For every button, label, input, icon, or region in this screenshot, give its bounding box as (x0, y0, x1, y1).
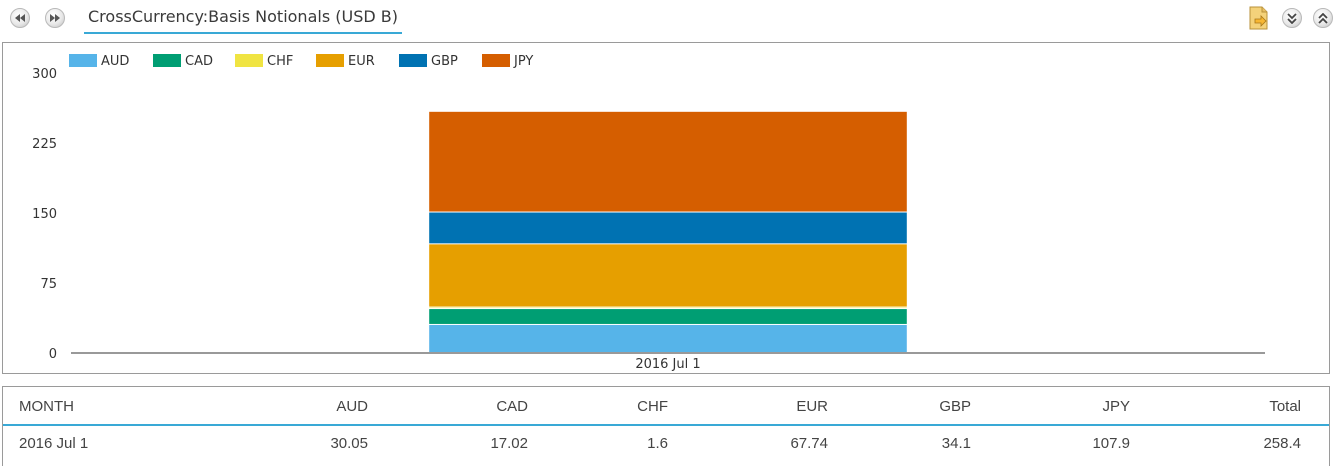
legend-swatch-aud (69, 54, 97, 67)
panel-title-tab[interactable]: CrossCurrency:Basis Notionals (USD B) (84, 6, 402, 34)
export-document-icon (1248, 5, 1270, 31)
chart-panel: AUD CAD CHF EUR GBP JPY 0 75 150 225 300 2016 Jul… (2, 42, 1330, 374)
column-separator (1143, 420, 1145, 423)
bar-segment-eur[interactable] (429, 244, 907, 306)
legend-swatch-chf (235, 54, 263, 67)
y-tick-label: 225 (32, 137, 57, 152)
expand-button[interactable] (1313, 8, 1333, 28)
table-cell-aud: 30.05 (330, 427, 368, 461)
bar-segment-aud[interactable] (429, 325, 907, 352)
chevron-double-up-icon (1318, 13, 1328, 24)
column-separator (541, 420, 543, 423)
y-axis: 0 75 150 225 300 (32, 67, 57, 362)
table-cell-chf: 1.6 (647, 427, 668, 461)
x-tick-label: 2016 Jul 1 (635, 357, 700, 372)
table-row[interactable]: 2016 Jul 1 30.05 17.02 1.6 67.74 34.1 107.9 258… (3, 427, 1329, 461)
column-header-chf[interactable]: CHF (637, 390, 668, 424)
table-cell-cad: 17.02 (490, 427, 528, 461)
column-header-total[interactable]: Total (1269, 390, 1301, 424)
table-cell-jpy: 107.9 (1092, 427, 1130, 461)
table-cell-eur: 67.74 (790, 427, 828, 461)
y-tick-label: 300 (32, 67, 57, 82)
table-cell-total: 258.4 (1263, 427, 1301, 461)
column-separator (983, 420, 985, 423)
legend-swatch-cad (153, 54, 181, 67)
legend-swatch-jpy (482, 54, 510, 67)
title-underline (84, 32, 402, 34)
column-separator (381, 420, 383, 423)
column-header-jpy[interactable]: JPY (1102, 390, 1130, 424)
stacked-bar-chart: AUD CAD CHF EUR GBP JPY 0 75 150 225 300 2016 Jul… (3, 43, 1329, 373)
table-cell-month: 2016 Jul 1 (19, 427, 88, 461)
data-table: MONTH AUD CAD CHF EUR GBP JPY Total 2016 Jul 1 3… (2, 386, 1330, 466)
column-separator (841, 420, 843, 423)
legend-label-eur[interactable]: EUR (348, 54, 375, 69)
x-axis: 2016 Jul 1 (635, 357, 700, 372)
legend-swatch-eur (316, 54, 344, 67)
column-header-cad[interactable]: CAD (496, 390, 528, 424)
table-body: 2016 Jul 1 30.05 17.02 1.6 67.74 34.1 107.9 258… (3, 427, 1329, 461)
bar-segment-gbp[interactable] (429, 213, 907, 244)
next-button[interactable] (45, 8, 65, 28)
column-header-month[interactable]: MONTH (19, 390, 74, 424)
column-separator (681, 420, 683, 423)
chart-legend: AUD CAD CHF EUR GBP JPY (69, 54, 533, 69)
table-cell-gbp: 34.1 (942, 427, 971, 461)
y-tick-label: 0 (49, 347, 57, 362)
legend-label-jpy[interactable]: JPY (513, 54, 533, 69)
bar-segment-jpy[interactable] (429, 112, 907, 212)
column-header-aud[interactable]: AUD (336, 390, 368, 424)
legend-label-chf[interactable]: CHF (267, 54, 293, 69)
panel-title: CrossCurrency:Basis Notionals (USD B) (84, 6, 402, 28)
table-header-row: MONTH AUD CAD CHF EUR GBP JPY Total (3, 390, 1329, 424)
legend-label-gbp[interactable]: GBP (431, 54, 458, 69)
bar-series (429, 112, 907, 352)
legend-swatch-gbp (399, 54, 427, 67)
collapse-button[interactable] (1282, 8, 1302, 28)
fast-forward-icon (49, 13, 61, 23)
legend-label-aud[interactable]: AUD (101, 54, 129, 69)
y-tick-label: 75 (40, 277, 57, 292)
previous-button[interactable] (10, 8, 30, 28)
header-divider (3, 424, 1329, 426)
column-header-gbp[interactable]: GBP (939, 390, 971, 424)
rewind-icon (14, 13, 26, 23)
panel-header: CrossCurrency:Basis Notionals (USD B) (0, 0, 1341, 40)
chevron-double-down-icon (1287, 13, 1297, 24)
legend-label-cad[interactable]: CAD (185, 54, 213, 69)
export-button[interactable] (1248, 5, 1270, 31)
y-tick-label: 150 (32, 207, 57, 222)
bar-segment-cad[interactable] (429, 309, 907, 324)
column-header-eur[interactable]: EUR (796, 390, 828, 424)
